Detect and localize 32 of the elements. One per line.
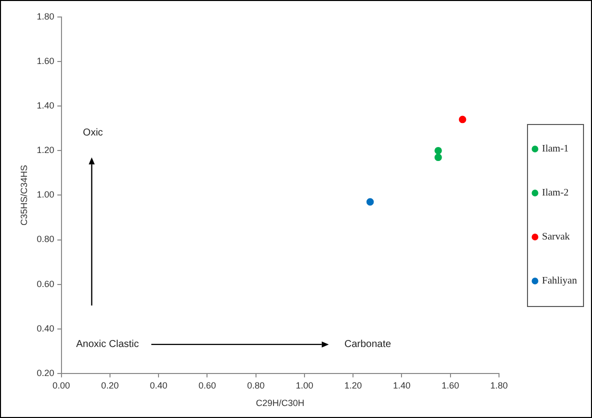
x-axis-title: C29H/C30H (256, 398, 304, 408)
x-tick-label: 0.00 (52, 380, 70, 390)
x-tick-label: 1.60 (442, 380, 460, 390)
annotation: Carbonate (344, 339, 392, 350)
y-tick-label: 1.80 (36, 11, 54, 22)
point (366, 198, 374, 206)
x-tick-label: 0.40 (150, 380, 168, 390)
point (434, 154, 442, 162)
x-tick-label: 1.00 (296, 380, 314, 390)
x-tick-label: 0.20 (101, 380, 119, 390)
y-tick-label: 1.60 (36, 56, 54, 66)
y-axis-title: C35HS/C34HS (18, 164, 29, 226)
y-tick-label: 0.40 (36, 323, 54, 334)
point (458, 116, 466, 124)
y-tick-label: 0.80 (36, 234, 54, 244)
legend-label: Sarvak (542, 232, 570, 243)
legend-label: Fahliyan (542, 276, 578, 287)
y-tick-label: 1.40 (36, 100, 54, 111)
annotation: Oxic (82, 128, 103, 139)
x-tick-label: 1.40 (392, 380, 411, 390)
point (434, 146, 442, 154)
y-tick-label: 1.00 (36, 190, 54, 200)
y-tick-label: 0.20 (36, 368, 54, 378)
annotation: Anoxic Clastic (76, 339, 139, 350)
legend-label: Ilam-2 (542, 188, 569, 199)
x-tick-label: 1.20 (344, 380, 362, 390)
y-tick-label: 1.20 (36, 145, 54, 156)
x-tick-label: 0.60 (198, 380, 216, 390)
x-tick-label: 1.80 (490, 380, 508, 390)
legend-label: Ilam-1 (542, 144, 569, 155)
x-tick-label: 0.80 (247, 380, 265, 390)
y-tick-label: 0.60 (36, 278, 54, 289)
